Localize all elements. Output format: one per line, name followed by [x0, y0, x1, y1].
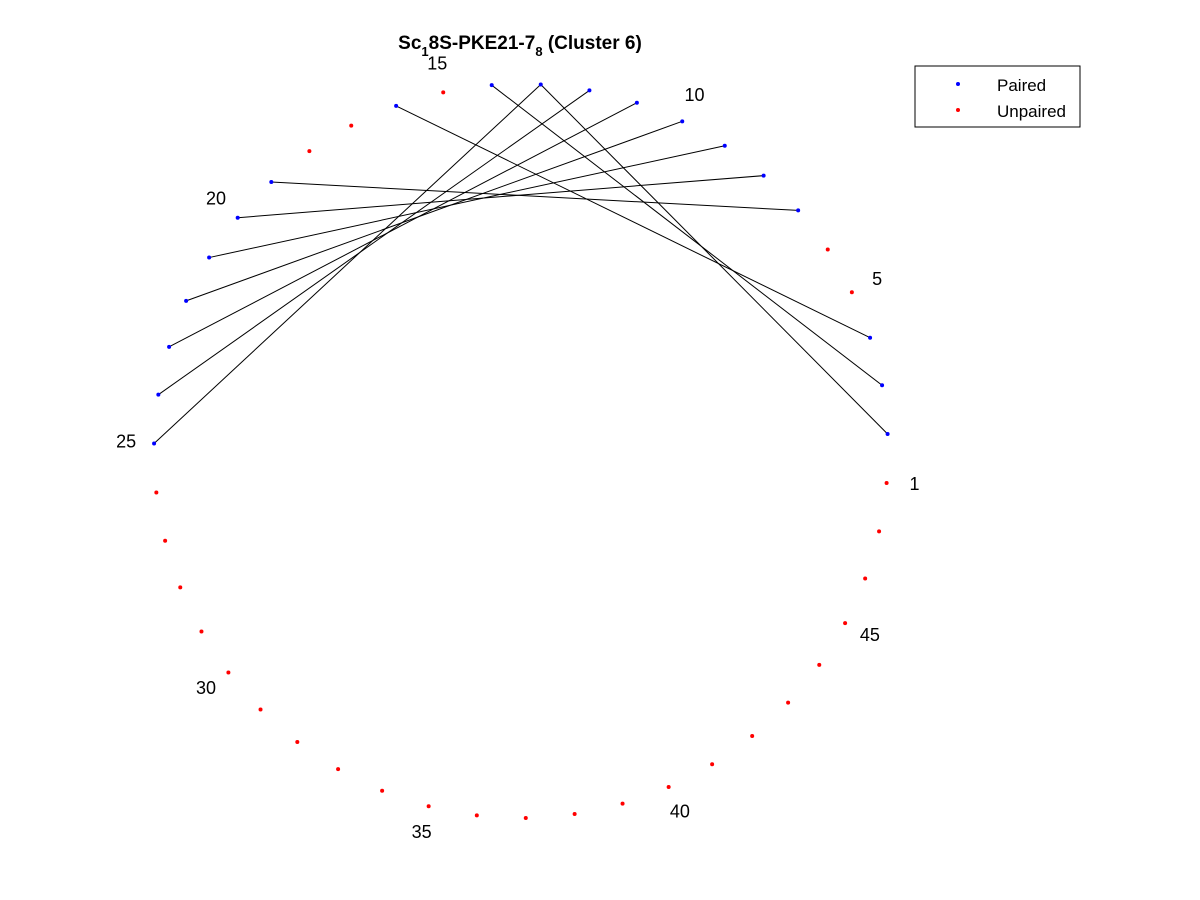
legend-marker-paired [956, 82, 960, 86]
title-suffix: (Cluster 6) [543, 33, 642, 54]
paired-point-10 [680, 119, 685, 124]
paired-point-19 [269, 180, 274, 185]
unpaired-point-38 [572, 812, 577, 817]
position-label-1: 1 [909, 474, 919, 494]
paired-point-25 [152, 441, 157, 446]
position-label-20: 20 [206, 189, 226, 209]
position-label-15: 15 [427, 54, 447, 74]
pair-line-8-20 [237, 175, 764, 219]
paired-point-16 [394, 103, 399, 108]
paired-point-2 [885, 431, 890, 436]
legend-marker-unpaired [956, 108, 960, 112]
unpaired-point-1 [884, 480, 889, 485]
unpaired-point-26 [154, 490, 159, 495]
unpaired-point-31 [258, 707, 263, 712]
paired-point-3 [880, 383, 885, 388]
unpaired-point-39 [620, 801, 625, 806]
nucleotide-points-group [152, 82, 890, 820]
unpaired-point-28 [178, 585, 183, 590]
chart-title: Sc18S-PKE21-78 (Cluster 6) [398, 33, 642, 59]
title-prefix: Sc [398, 33, 422, 54]
paired-point-23 [167, 344, 172, 349]
paired-point-13 [538, 82, 543, 87]
unpaired-point-15 [441, 90, 446, 95]
unpaired-point-29 [199, 629, 204, 634]
paired-point-24 [156, 392, 161, 397]
unpaired-point-47 [877, 529, 882, 534]
unpaired-point-43 [786, 700, 791, 705]
position-label-10: 10 [685, 85, 705, 105]
pair-line-4-16 [395, 105, 871, 339]
pair-line-7-19 [271, 181, 799, 211]
paired-point-11 [634, 100, 639, 105]
unpaired-point-46 [863, 576, 868, 581]
legend: Paired Unpaired [914, 65, 1081, 128]
paired-point-21 [207, 255, 212, 260]
position-label-40: 40 [670, 801, 690, 821]
paired-point-20 [235, 215, 240, 220]
unpaired-point-30 [226, 670, 231, 675]
title-subscript-1: 1 [421, 44, 428, 59]
unpaired-point-36 [474, 813, 479, 818]
pair-line-3-14 [491, 84, 883, 386]
pair-line-2-13 [540, 84, 888, 435]
unpaired-point-37 [523, 815, 528, 820]
paired-point-7 [796, 208, 801, 213]
legend-box [914, 65, 1081, 128]
unpaired-point-40 [666, 784, 671, 789]
position-label-30: 30 [196, 678, 216, 698]
unpaired-point-35 [426, 804, 431, 809]
unpaired-point-32 [295, 739, 300, 744]
legend-label-paired: Paired [997, 76, 1046, 95]
title-subscript-2: 8 [535, 44, 542, 59]
unpaired-point-44 [817, 662, 822, 667]
pair-line-11-23 [168, 102, 638, 348]
position-label-35: 35 [412, 822, 432, 842]
legend-label-unpaired: Unpaired [997, 102, 1066, 121]
paired-point-9 [722, 143, 727, 148]
unpaired-point-34 [380, 788, 385, 793]
unpaired-point-45 [843, 621, 848, 626]
unpaired-point-27 [163, 538, 168, 543]
unpaired-point-41 [710, 762, 715, 767]
paired-point-14 [489, 83, 494, 88]
pair-line-9-21 [209, 145, 725, 259]
pair-line-13-25 [153, 84, 542, 444]
unpaired-point-17 [349, 123, 354, 128]
unpaired-point-5 [849, 290, 854, 295]
position-label-5: 5 [872, 269, 882, 289]
paired-point-4 [868, 335, 873, 340]
pair-line-10-22 [185, 120, 683, 302]
position-label-45: 45 [860, 625, 880, 645]
paired-point-22 [184, 298, 189, 303]
unpaired-point-6 [825, 247, 830, 252]
unpaired-point-42 [750, 734, 755, 739]
title-middle: 8S-PKE21-7 [429, 33, 536, 54]
pair-line-12-24 [158, 90, 590, 396]
unpaired-point-18 [307, 149, 312, 154]
position-label-25: 25 [116, 432, 136, 452]
unpaired-point-33 [336, 767, 341, 772]
pair-lines-group [153, 84, 888, 444]
paired-point-8 [761, 173, 766, 178]
paired-point-12 [587, 88, 592, 93]
